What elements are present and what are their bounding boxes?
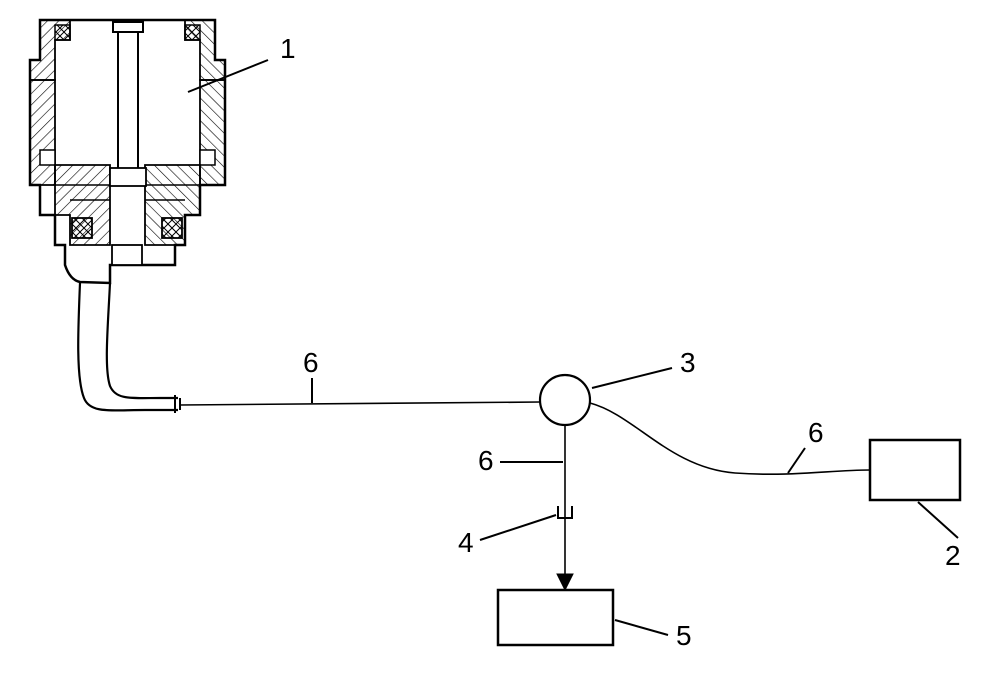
label-1: 1 [280, 33, 296, 64]
leader-3 [592, 368, 672, 388]
leader-2 [918, 502, 958, 538]
box-5 [498, 590, 613, 645]
label-6c: 6 [808, 417, 824, 448]
junction-circle-3 [540, 375, 590, 425]
box-2 [870, 440, 960, 500]
arrow-down [557, 574, 573, 590]
leader-6c [788, 448, 805, 473]
schematic-diagram: 1 2 3 4 5 6 6 6 [0, 0, 1000, 682]
connection-left [180, 402, 540, 405]
label-6b: 6 [478, 445, 494, 476]
leader-4 [480, 515, 556, 540]
label-3: 3 [680, 347, 696, 378]
label-5: 5 [676, 620, 692, 651]
label-6a: 6 [303, 347, 319, 378]
leader-5 [615, 620, 668, 635]
label-4: 4 [458, 527, 474, 558]
device-1 [30, 20, 225, 413]
connection-right [590, 403, 870, 474]
label-2: 2 [945, 540, 961, 571]
